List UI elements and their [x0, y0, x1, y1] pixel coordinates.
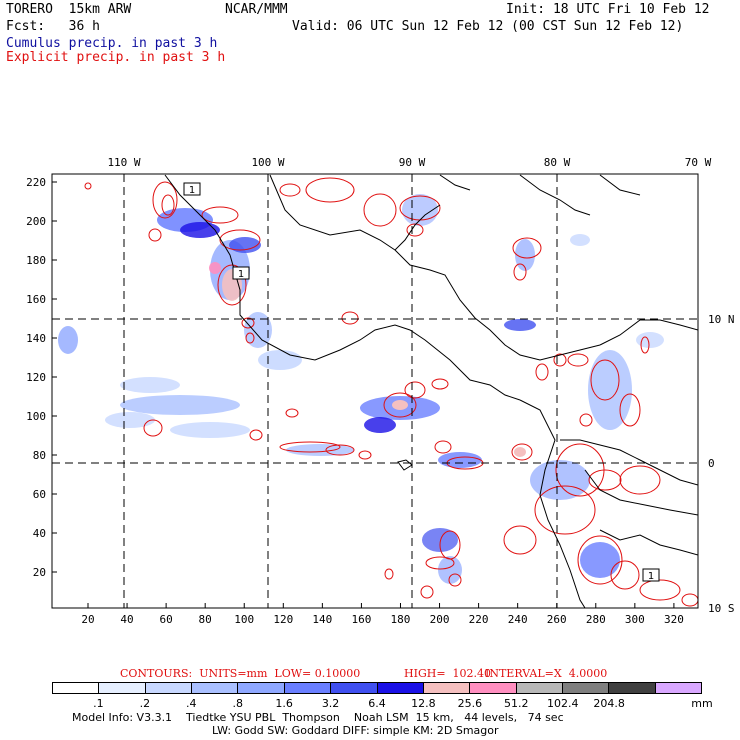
x-tick-label: 40	[120, 613, 133, 626]
x-tick-label: 60	[159, 613, 172, 626]
y-tick-label: 200	[26, 215, 46, 228]
y-tick-label: 60	[33, 488, 46, 501]
y-tick-label: 140	[26, 332, 46, 345]
y-tick-label: 40	[33, 527, 46, 540]
forecast-hour: Fcst: 36 h	[6, 19, 100, 34]
contour-high: HIGH= 102.40	[404, 667, 492, 680]
x-tick-label: 20	[81, 613, 94, 626]
y-tick-label: 20	[33, 566, 46, 579]
legend-tick-label: 1.6	[275, 697, 293, 710]
legend-tick-label: 204.8	[593, 697, 625, 710]
legend-unit: mm	[691, 697, 713, 710]
org-label: NCAR/MMM	[225, 2, 288, 17]
latitude-label: 0	[708, 457, 715, 470]
legend-tick-label: .2	[139, 697, 151, 710]
x-tick-label: 120	[273, 613, 293, 626]
cumulus-precip-label: Cumulus precip. in past 3 h	[6, 36, 218, 51]
y-tick-label: 220	[26, 176, 46, 189]
y-tick-label: 120	[26, 371, 46, 384]
latitude-label: 10 N	[708, 313, 735, 326]
x-tick-label: 180	[391, 613, 411, 626]
model-title: TORERO 15km ARW	[6, 2, 132, 17]
legend-swatch	[145, 683, 193, 693]
contour-caption: CONTOURS: UNITS=mm LOW= 0.10000	[120, 667, 361, 680]
coastlines	[164, 174, 698, 608]
valid-time: Valid: 06 UTC Sun 12 Feb 12 (00 CST Sun …	[292, 19, 684, 34]
cumulus-precip-areas	[58, 194, 664, 584]
legend-tick-label: .8	[232, 697, 243, 710]
legend-tick-label: 102.4	[546, 697, 579, 710]
graticule	[52, 174, 698, 608]
legend-swatch	[609, 683, 656, 693]
x-tick-label: 100	[234, 613, 254, 626]
legend-swatch	[331, 683, 378, 693]
legend-tick-label: 3.2	[321, 697, 340, 710]
legend-tick-label: .4	[186, 697, 197, 710]
svg-text:1: 1	[238, 269, 244, 280]
y-tick-label: 100	[26, 410, 46, 423]
longitude-label: 110 W	[107, 156, 140, 169]
x-tick-label: 220	[469, 613, 489, 626]
contour-label-boxes: 1 1 1	[183, 182, 660, 582]
svg-text:1: 1	[189, 185, 195, 196]
longitude-label: 80 W	[544, 156, 571, 169]
legend-swatch	[562, 683, 610, 693]
map-frame	[51, 173, 699, 609]
x-tick-label: 280	[586, 613, 606, 626]
x-tick-label: 260	[547, 613, 567, 626]
explicit-precip-label: Explicit precip. in past 3 h	[6, 50, 226, 65]
legend-swatch	[192, 683, 239, 693]
x-tick-label: 300	[625, 613, 645, 626]
longitude-label: 100 W	[251, 156, 284, 169]
x-tick-label: 80	[199, 613, 212, 626]
latitude-label: 10 S	[708, 602, 735, 615]
legend-tick-label: 6.4	[368, 697, 386, 710]
legend-tick-label: 25.6	[457, 697, 483, 710]
legend-tick-label: 51.2	[504, 697, 529, 710]
legend-swatch	[377, 683, 424, 693]
legend-swatch	[238, 683, 285, 693]
contour-interval: INTERVAL=X 4.0000	[485, 667, 608, 680]
legend-swatch	[655, 683, 702, 693]
legend-swatch	[53, 683, 100, 693]
y-tick-label: 180	[26, 254, 46, 267]
model-physics: LW: Godd SW: Goddard DIFF: simple KM: 2D…	[212, 724, 499, 737]
longitude-label: 90 W	[399, 156, 426, 169]
x-tick-label: 160	[351, 613, 371, 626]
x-tick-label: 200	[430, 613, 450, 626]
x-tick-label: 240	[508, 613, 528, 626]
legend-swatch	[99, 683, 146, 693]
legend-swatch	[470, 683, 517, 693]
y-tick-label: 160	[26, 293, 46, 306]
color-legend	[52, 682, 702, 694]
legend-tick-label: .1	[93, 697, 104, 710]
legend-swatch	[516, 683, 563, 693]
longitude-label: 70 W	[685, 156, 712, 169]
axis-ticks	[52, 181, 675, 608]
model-info: Model Info: V3.3.1 Tiedtke YSU PBL Thomp…	[72, 711, 564, 724]
x-tick-label: 140	[312, 613, 332, 626]
init-time: Init: 18 UTC Fri 10 Feb 12	[506, 2, 710, 17]
x-tick-label: 320	[664, 613, 684, 626]
legend-swatch	[284, 683, 332, 693]
y-tick-label: 80	[33, 449, 46, 462]
legend-tick-label: 12.8	[411, 697, 436, 710]
svg-text:1: 1	[648, 571, 654, 582]
legend-swatch	[423, 683, 471, 693]
